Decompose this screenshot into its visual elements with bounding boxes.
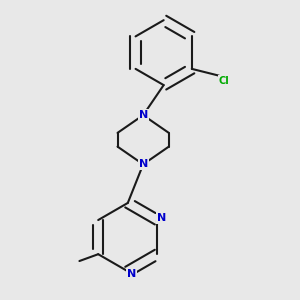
Text: N: N xyxy=(139,110,148,120)
Text: Cl: Cl xyxy=(219,76,230,86)
Text: N: N xyxy=(127,269,136,279)
Text: N: N xyxy=(139,159,148,169)
Text: N: N xyxy=(157,213,166,223)
